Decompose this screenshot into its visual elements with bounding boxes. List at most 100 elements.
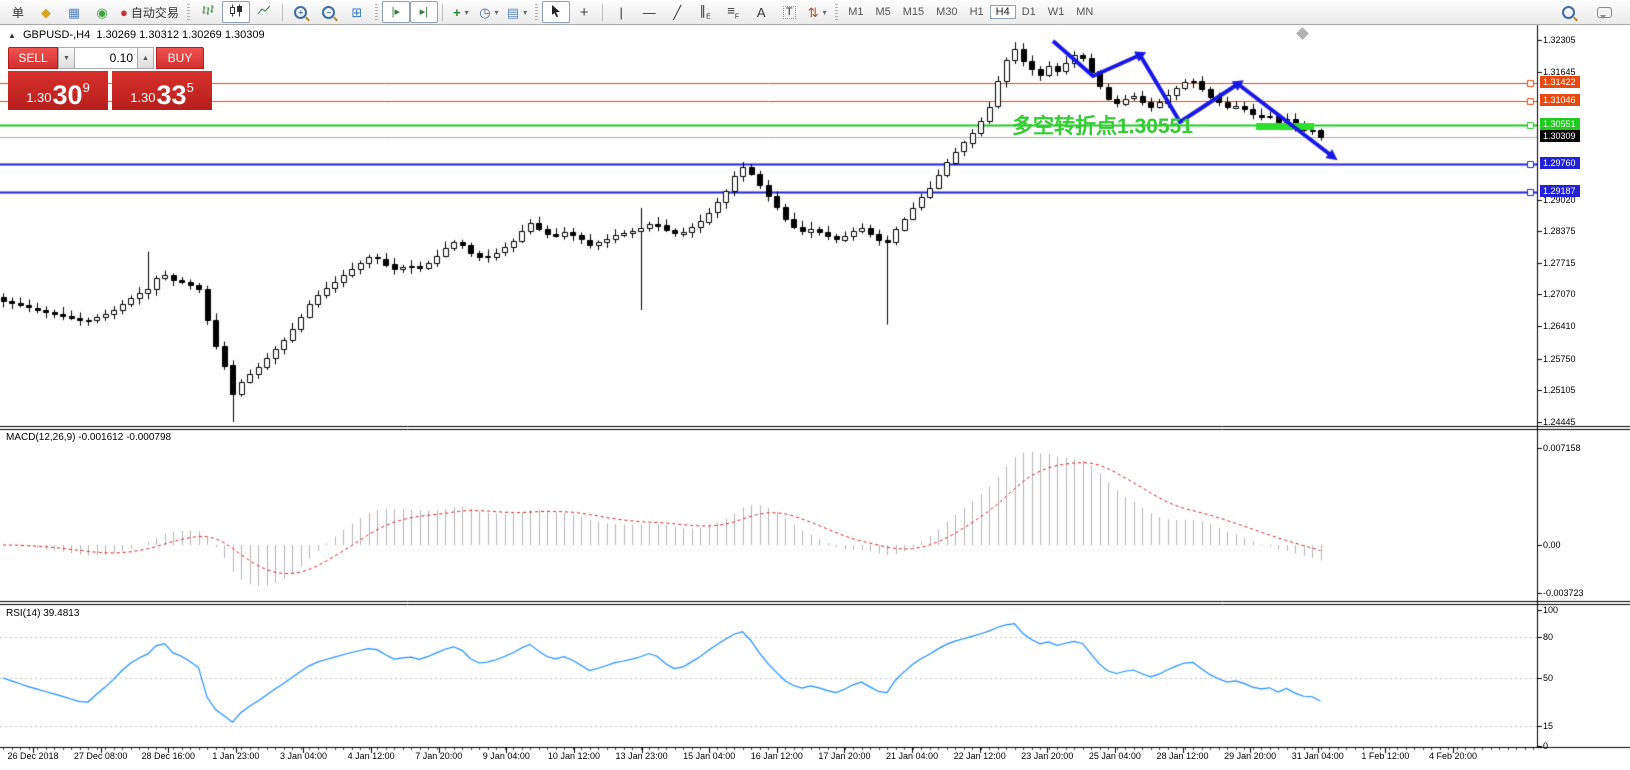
metaeditor-button[interactable]: ◆ <box>32 1 60 23</box>
time-axis-label: 25 Jan 04:00 <box>1088 751 1141 761</box>
macd-axis-value: 0.00 <box>1543 540 1561 550</box>
one-click-trade-panel: SELL ▼ ▲ BUY 1.30 30 9 1.30 33 5 <box>8 47 216 110</box>
candlestick-chart-icon <box>229 4 243 20</box>
chat-button[interactable] <box>1590 1 1618 23</box>
time-axis-label: 1 Jan 23:00 <box>212 751 260 761</box>
indicators-button[interactable]: + ▾ <box>447 1 475 23</box>
time-axis-label: 9 Jan 04:00 <box>482 751 530 761</box>
rsi-axis-value: 15 <box>1543 720 1554 731</box>
bar-chart-icon <box>201 4 215 20</box>
new-order-label: 单 <box>11 5 24 20</box>
symbol-title: GBPUSD-,H4 <box>22 29 91 41</box>
cursor-tool-button[interactable] <box>542 1 571 23</box>
autotrading-icon: ● <box>120 4 128 20</box>
templates-button[interactable]: ▤ ▾ <box>503 1 531 23</box>
arrows-tool-icon: ⇅ <box>807 4 819 20</box>
new-chart-button[interactable]: ▦ <box>60 1 88 23</box>
volume-increase-button[interactable]: ▲ <box>137 47 154 69</box>
line-chart-button[interactable] <box>250 1 278 23</box>
chart-annotation-text[interactable]: 多空转折点1.30551 <box>1012 115 1193 138</box>
trade-controls-row: SELL ▼ ▲ BUY <box>8 47 216 69</box>
bar-chart-button[interactable] <box>194 1 222 23</box>
label-tool-button[interactable]: T <box>775 1 803 23</box>
macd-axis-value: -0.003723 <box>1543 588 1584 598</box>
autotrading-label: 自动交易 <box>130 5 179 20</box>
sell-button[interactable]: SELL <box>8 47 58 69</box>
volume-decrease-button[interactable]: ▼ <box>58 47 75 69</box>
rsi-axis-value: 0 <box>1543 741 1549 751</box>
zoom-in-button[interactable]: + <box>287 1 315 23</box>
timeframe-h1[interactable]: H1 <box>969 6 984 18</box>
price-level-label: 1.29187 <box>1540 184 1580 197</box>
zoom-out-button[interactable]: − <box>315 1 343 23</box>
toolbar-drag-handle[interactable] <box>186 4 190 20</box>
price-axis-tick: 1.32305 <box>1543 35 1576 45</box>
toolbar: 单 ◆ ▦ ◉ ● 自动交易 + − ⊞ |▸ ▸| + ▾ ◷ ▾ ▤ ▾ + | —… <box>0 0 1630 25</box>
time-axis-label: 27 Dec 08:00 <box>73 751 128 761</box>
toolbar-drag-handle[interactable] <box>835 4 839 20</box>
time-axis-label: 29 Jan 20:00 <box>1224 751 1277 761</box>
time-axis-label: 4 Jan 12:00 <box>347 751 395 761</box>
candlestick-chart-button[interactable] <box>221 1 250 23</box>
signals-button[interactable]: ◉ <box>88 1 116 23</box>
line-chart-icon <box>257 4 271 20</box>
vertical-line-tool-button[interactable]: | <box>607 1 635 23</box>
buy-button[interactable]: BUY <box>156 47 204 69</box>
price-level-label: 1.31422 <box>1540 75 1580 88</box>
dropdown-arrow-icon: ▾ <box>464 7 469 17</box>
toolbar-drag-handle[interactable] <box>374 4 378 20</box>
crosshair-tool-button[interactable]: + <box>570 1 598 23</box>
buy-price-main: 33 <box>156 79 187 110</box>
auto-scroll-button[interactable]: ▸| <box>409 1 438 23</box>
timeframe-mn[interactable]: MN <box>1076 6 1094 18</box>
time-axis-label: 23 Jan 20:00 <box>1021 751 1074 761</box>
horizontal-line-tool-button[interactable]: — <box>635 1 663 23</box>
timeframe-h4[interactable]: H4 <box>989 5 1016 19</box>
new-order-button[interactable]: 单 <box>4 1 32 23</box>
time-axis-label: 31 Jan 04:00 <box>1291 751 1344 761</box>
search-button[interactable] <box>1554 1 1582 23</box>
buy-button-label: BUY <box>167 51 193 65</box>
timeframe-m1[interactable]: M1 <box>848 6 864 18</box>
channel-tool-button[interactable]: ∥E <box>691 1 719 23</box>
toolbar-drag-handle[interactable] <box>535 4 539 20</box>
time-axis-label: 21 Jan 04:00 <box>886 751 939 761</box>
signal-icon: ◉ <box>96 4 108 20</box>
text-tool-button[interactable]: A <box>747 1 775 23</box>
timeframe-m30[interactable]: M30 <box>936 6 958 18</box>
sell-price-box[interactable]: 1.30 30 9 <box>8 71 108 110</box>
time-axis-label: 16 Jan 12:00 <box>750 751 803 761</box>
search-icon <box>1561 5 1575 19</box>
metaeditor-icon: ◆ <box>41 4 51 20</box>
buy-price-pip: 5 <box>186 80 194 95</box>
time-axis-label: 1 Feb 12:00 <box>1361 751 1410 761</box>
dropdown-arrow-icon: ▾ <box>822 7 827 17</box>
chart-shift-button[interactable]: |▸ <box>381 1 410 23</box>
periods-button[interactable]: ◷ ▾ <box>475 1 503 23</box>
tile-windows-button[interactable]: ⊞ <box>343 1 371 23</box>
timeframe-d1[interactable]: D1 <box>1021 6 1036 18</box>
trade-prices-row: 1.30 30 9 1.30 33 5 <box>8 71 216 110</box>
volume-input[interactable] <box>75 47 137 69</box>
time-axis-label: 7 Jan 20:00 <box>415 751 463 761</box>
trendline-tool-button[interactable]: ╱ <box>663 1 691 23</box>
price-level-label: 1.30551 <box>1540 118 1580 131</box>
time-axis-label: 10 Jan 12:00 <box>547 751 600 761</box>
rsi-axis-value: 80 <box>1543 632 1554 643</box>
arrows-tool-button[interactable]: ⇅ ▾ <box>803 1 831 23</box>
collapse-arrow-icon[interactable]: ▲ <box>8 31 16 40</box>
fibonacci-tool-button[interactable]: ≡F <box>719 1 747 23</box>
rsi-axis-value: 50 <box>1543 673 1554 683</box>
vertical-line-icon: | <box>619 4 623 20</box>
zoom-out-icon: − <box>322 5 336 19</box>
buy-price-box[interactable]: 1.30 33 5 <box>112 71 212 110</box>
autotrading-button[interactable]: ● 自动交易 <box>116 1 183 23</box>
timeframe-w1[interactable]: W1 <box>1047 6 1065 18</box>
horizontal-line-icon: — <box>642 4 656 20</box>
buy-price-prefix: 1.30 <box>130 90 156 105</box>
timeframe-m5[interactable]: M5 <box>875 6 891 18</box>
fibonacci-icon: ≡F <box>727 2 740 21</box>
price-axis-tick: 1.26410 <box>1543 321 1576 332</box>
timeframe-m15[interactable]: M15 <box>902 6 925 18</box>
